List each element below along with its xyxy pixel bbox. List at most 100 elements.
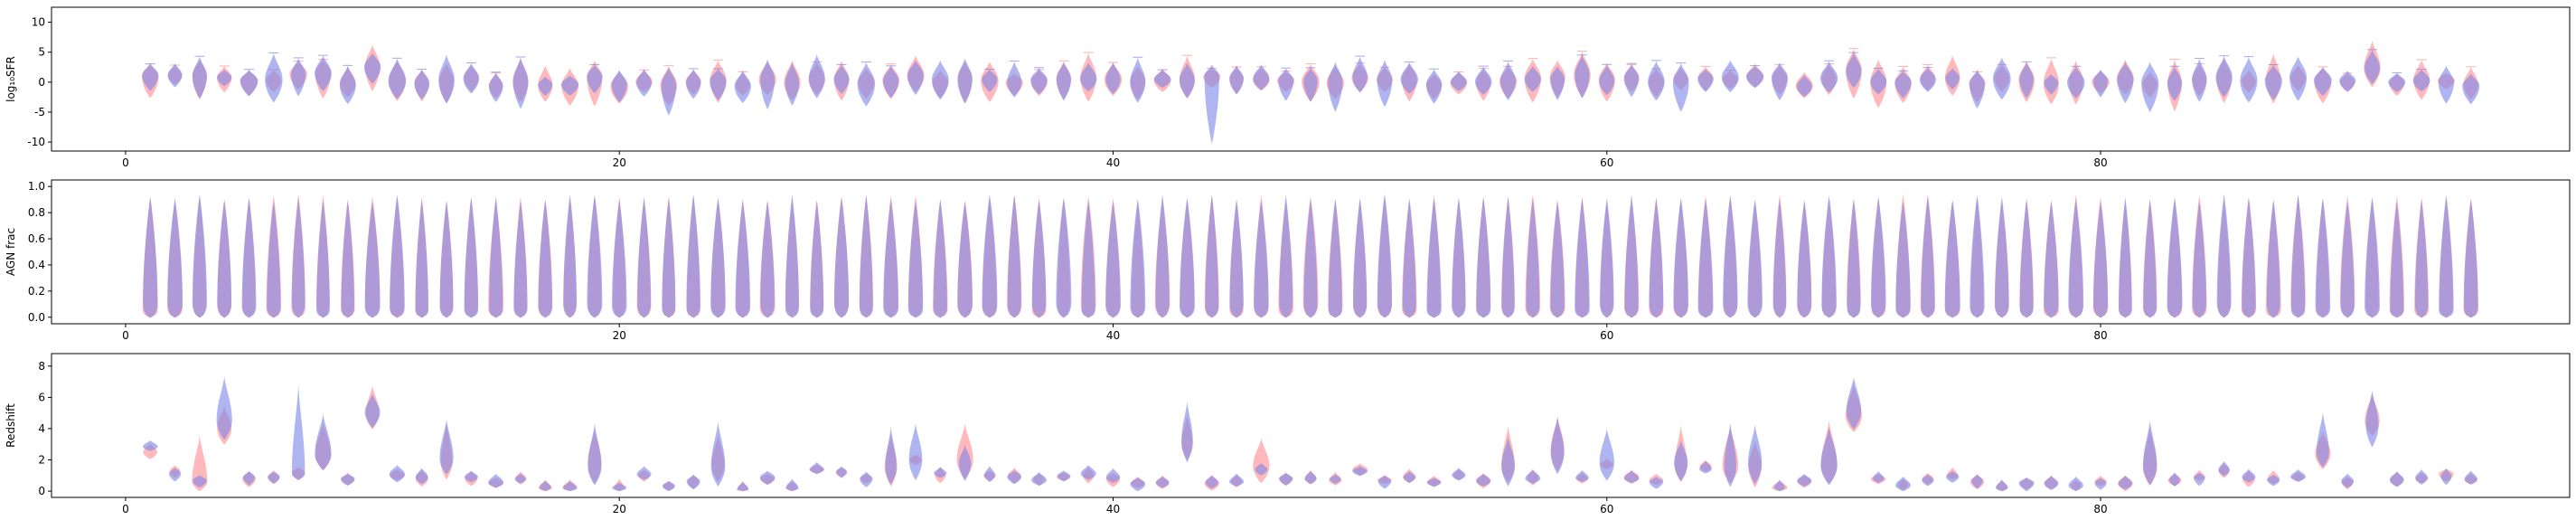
violin-series2-56: [1500, 61, 1516, 100]
violin-series2-15: [488, 473, 503, 488]
violin-series2-83: [2169, 472, 2180, 487]
violin-series2-52: [1400, 61, 1418, 94]
violin-series2-36: [1007, 61, 1022, 98]
y-tick-label: -10: [27, 136, 45, 148]
violin-series2-17: [538, 76, 553, 96]
violin-series2-7: [291, 197, 306, 318]
violin-series2-87: [2264, 64, 2282, 100]
violin-series2-93: [2412, 69, 2430, 92]
violin-series2-64: [1697, 199, 1714, 318]
violin-series2-80: [2093, 202, 2108, 318]
violin-series2-68: [1797, 474, 1812, 487]
violin-series2-41: [1130, 477, 1146, 492]
violins: [142, 40, 2480, 145]
y-tick-label: 0: [38, 76, 45, 89]
violin-series2-68: [1796, 74, 1812, 97]
x-tick-label: 40: [1106, 156, 1120, 169]
violin-series2-48: [1303, 199, 1318, 318]
violin-series1-3: [192, 434, 208, 492]
violin-series2-63: [1672, 62, 1689, 112]
violin-series2-32: [907, 60, 924, 95]
violin-series2-9: [341, 473, 355, 486]
violin-series2-20: [612, 200, 627, 318]
violin-series2-46: [1254, 200, 1269, 318]
violin-series2-22: [661, 66, 676, 116]
y-tick-label: 0.2: [28, 285, 45, 298]
violin-series2-89: [2314, 67, 2332, 97]
violin-series2-38: [1057, 470, 1070, 482]
violin-series2-39: [1081, 200, 1095, 318]
violin-series2-53: [1426, 198, 1442, 318]
violin-series2-91: [2364, 197, 2380, 318]
violin-series2-70: [1847, 198, 1861, 318]
violin-series2-88: [2290, 194, 2306, 318]
violin-series2-16: [514, 473, 527, 484]
violin-series2-39: [1080, 464, 1096, 480]
violin-series2-24: [710, 68, 727, 100]
violin-series2-11: [388, 58, 407, 99]
violin-series2-62: [1649, 198, 1664, 318]
violin-series2-52: [1403, 471, 1415, 484]
violin-series2-1: [142, 440, 158, 451]
violin-series2-29: [836, 466, 847, 478]
violin-series2-12: [415, 468, 428, 485]
y-axis-label: log₁₀SFR: [5, 56, 17, 102]
violin-series2-60: [1599, 198, 1614, 318]
x-tick-label: 60: [1600, 156, 1613, 169]
violin-series2-55: [1474, 66, 1492, 95]
violin-series2-18: [561, 75, 579, 96]
y-tick-label: 2: [38, 454, 45, 467]
violin-series2-15: [488, 71, 503, 102]
x-tick-label: 40: [1106, 329, 1120, 342]
violin-series2-21: [636, 466, 652, 480]
violin-series2-12: [415, 200, 428, 318]
violin-series2-61: [1623, 64, 1640, 98]
violin-series2-75: [1970, 69, 1985, 109]
violin-series2-93: [2415, 468, 2428, 485]
violin-series2-67: [1771, 61, 1788, 100]
violin-series2-84: [2192, 201, 2206, 318]
violin-series2-92: [2388, 72, 2406, 92]
plot-frame: [51, 179, 2571, 325]
violin-series2-76: [1996, 479, 2008, 492]
violin-series2-71: [1870, 197, 1886, 318]
violin-series2-40: [1105, 468, 1121, 484]
violin-series1-46: [1253, 438, 1270, 484]
violin-series2-74: [1944, 200, 1960, 318]
violin-series2-55: [1476, 473, 1490, 487]
violin-series2-31: [885, 425, 897, 485]
y-tick-label: 4: [38, 422, 45, 435]
violin-series2-5: [240, 69, 259, 97]
violin-series2-65: [1724, 422, 1736, 487]
violin-series2-78: [2044, 476, 2059, 490]
violin-series2-16: [513, 201, 528, 318]
violin-series2-55: [1476, 196, 1491, 318]
violin-series2-60: [1599, 64, 1615, 96]
violin-series2-69: [1820, 426, 1838, 486]
plot-frame: [51, 6, 2571, 152]
violin-series2-37: [1031, 471, 1047, 486]
violin-series2-24: [710, 197, 726, 318]
violin-series2-66: [1747, 199, 1763, 318]
violin-series2-90: [2340, 201, 2355, 318]
violin-series2-84: [2192, 58, 2207, 102]
violin-series2-57: [1525, 469, 1541, 484]
violin-series2-39: [1079, 62, 1097, 91]
violin-series2-6: [267, 201, 281, 318]
violin-series2-1: [142, 63, 159, 91]
violin-series2-54: [1452, 468, 1466, 481]
violin-series2-65: [1723, 195, 1738, 318]
violin-series2-73: [1921, 195, 1935, 318]
violin-series2-66: [1748, 424, 1763, 485]
violin-series2-36: [1007, 470, 1022, 485]
violin-series2-86: [2242, 468, 2256, 483]
violin-series2-83: [2167, 66, 2183, 101]
violin-series2-48: [1304, 470, 1317, 485]
violin-series2-79: [2068, 199, 2084, 318]
violin-series2-71: [1873, 470, 1885, 483]
violin-series2-7: [291, 383, 306, 480]
violin-series2-81: [2118, 197, 2132, 318]
violin-series2-65: [1721, 60, 1739, 92]
violin-series2-10: [364, 201, 381, 318]
y-tick-label: 0.0: [28, 311, 45, 324]
